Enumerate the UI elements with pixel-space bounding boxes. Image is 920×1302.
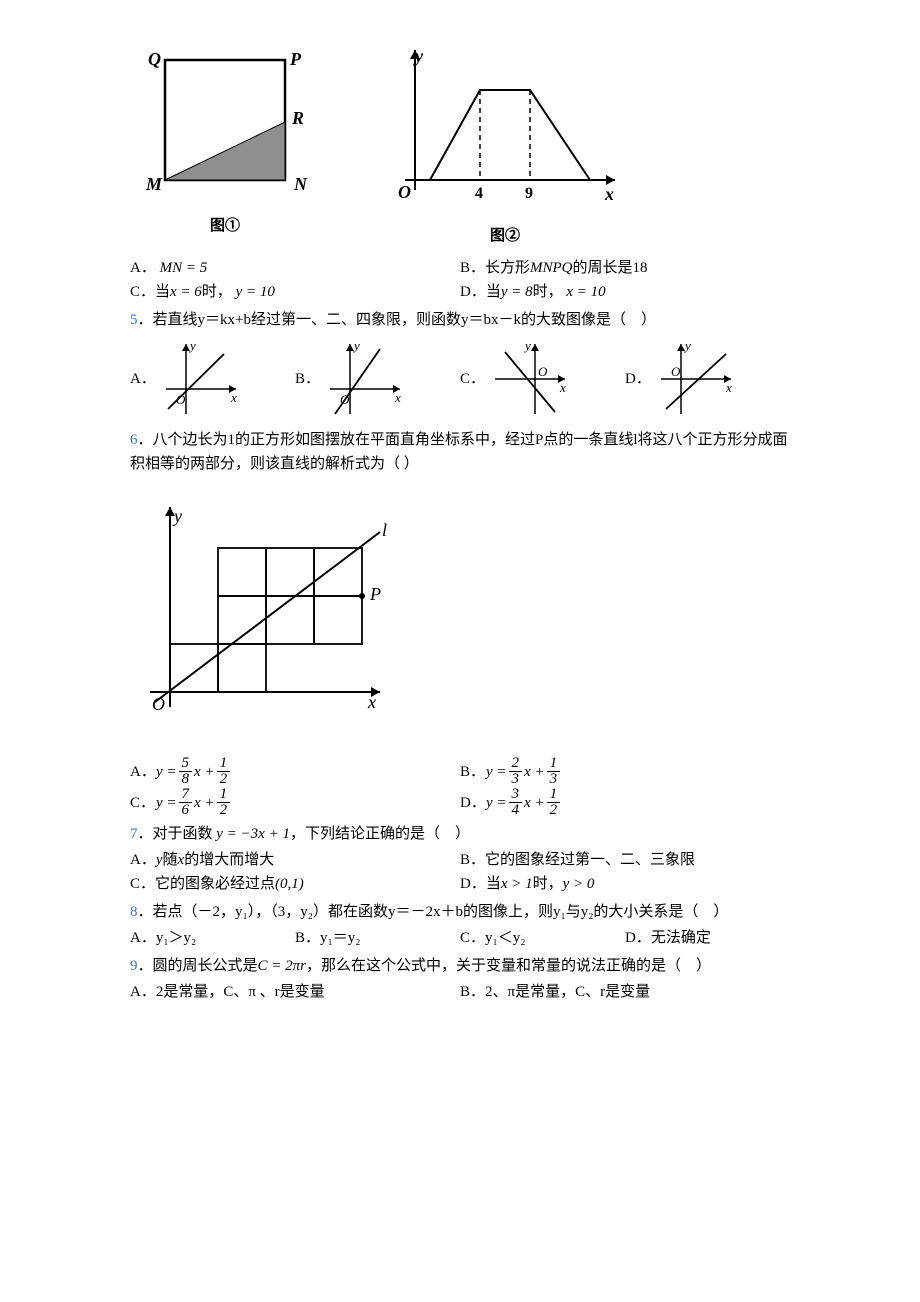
lbl-P: P [289,49,302,69]
q7-C: C．它的图象必经过点(0,1) [130,872,460,896]
svg-text:y: y [683,338,691,353]
q8-B: B．y₁＝y₂ [295,926,460,950]
q4-C: C．当x = 6时， y = 10 [130,280,460,304]
q8-num: 8 [130,904,138,920]
svg-text:l: l [382,520,387,540]
figure-1-caption: 图① [130,214,320,238]
lbl-x: x [604,184,614,204]
lbl-R: R [291,108,304,128]
q5-options: A． O y x B． O y x C． [130,334,790,424]
svg-text:y: y [172,506,182,526]
svg-text:y: y [523,338,531,353]
q5-A-graph: O y x [156,334,246,424]
q5-A: A． O y x [130,334,295,424]
svg-text:x: x [559,380,566,395]
q8-A: A．y₁＞y₂ [130,926,295,950]
q6-B: B． y = 23 x + 13 [460,756,790,787]
q5-num: 5 [130,312,138,328]
q9-stem: 9．圆的周长公式是C = 2πr，那么在这个公式中，关于变量和常量的说法正确的是… [130,954,790,978]
figure-2-svg: y O 4 9 x [380,40,630,210]
q6-svg: y O x P l [130,492,400,732]
svg-text:O: O [340,392,350,407]
q9-A: A．2是常量，C、π 、r是变量 [130,980,460,1004]
lbl-M: M [145,174,163,194]
q8-stem: 8．若点（－2，y₁），（3，y₂）都在函数y＝－2x＋b的图像上，则y₁与y₂… [130,900,790,924]
q7-options: A．y随x的增大而增大 B．它的图象经过第一、二、三象限 C．它的图象必经过点(… [130,848,790,896]
svg-text:O: O [538,364,548,379]
lbl-4: 4 [475,185,483,202]
q5-stem: 5．若直线y＝kx+b经过第一、二、四象限，则函数y＝bx－k的大致图像是（ ） [130,308,790,332]
figure-1-svg: Q P R M N [130,40,320,200]
q9-num: 9 [130,958,138,974]
q8-options: A．y₁＞y₂ B．y₁＝y₂ C．y₁＜y₂ D．无法确定 [130,926,790,950]
figure-row: Q P R M N 图① y O 4 9 [130,40,790,248]
q7-D: D．当x > 1时，y > 0 [460,872,790,896]
q5-C: C． O y x [460,334,625,424]
lbl-y: y [413,46,424,66]
svg-text:y: y [352,338,360,353]
figure-1: Q P R M N 图① [130,40,320,248]
lbl-9: 9 [525,185,533,202]
q6-C: C． y = 76 x + 12 [130,787,460,818]
q8-C: C．y₁＜y₂ [460,926,625,950]
figure-2-caption: 图② [380,224,630,248]
page: Q P R M N 图① y O 4 9 [0,0,920,1044]
q4-B: B．长方形MNPQ的周长是18 [460,256,790,280]
lbl-Q: Q [148,49,161,69]
svg-text:x: x [394,390,401,405]
q5-D: D． O y x [625,334,790,424]
q6-A: A． y = 58 x + 12 [130,756,460,787]
q5-B-graph: O y x [320,334,410,424]
svg-text:x: x [725,380,732,395]
q7-num: 7 [130,826,138,842]
figure-2: y O 4 9 x 图② [380,40,630,248]
q7-B: B．它的图象经过第一、二、三象限 [460,848,790,872]
q6-stem: 6．八个边长为1的正方形如图摆放在平面直角坐标系中，经过P点的一条直线l将这八个… [130,428,790,476]
svg-text:y: y [188,338,196,353]
lbl-O: O [398,182,411,202]
q4-options: A． MN = 5 B．长方形MNPQ的周长是18 C．当x = 6时， y =… [130,256,790,304]
q5-D-graph: O y x [651,334,741,424]
q4-D: D．当y = 8时， x = 10 [460,280,790,304]
svg-text:x: x [230,390,237,405]
svg-text:O: O [176,392,186,407]
q7-A: A．y随x的增大而增大 [130,848,460,872]
q6-options: A． y = 58 x + 12 B． y = 23 x + 13 C． y =… [130,756,790,818]
q9-B: B．2、π是常量，C、r是变量 [460,980,790,1004]
q6-num: 6 [130,432,138,448]
svg-text:P: P [369,584,381,604]
svg-text:O: O [152,694,165,714]
q6-figure: y O x P l [130,492,790,740]
q4-A: A． MN = 5 [130,256,460,280]
q7-stem: 7．对于函数 y = −3x + 1，下列结论正确的是（ ） [130,822,790,846]
q8-D: D．无法确定 [625,926,790,950]
svg-text:O: O [671,364,681,379]
q9-options: A．2是常量，C、π 、r是变量 B．2、π是常量，C、r是变量 [130,980,790,1004]
svg-text:x: x [367,692,376,712]
q5-B: B． O y x [295,334,460,424]
lbl-N: N [293,174,308,194]
q5-C-graph: O y x [485,334,575,424]
q6-D: D． y = 34 x + 12 [460,787,790,818]
